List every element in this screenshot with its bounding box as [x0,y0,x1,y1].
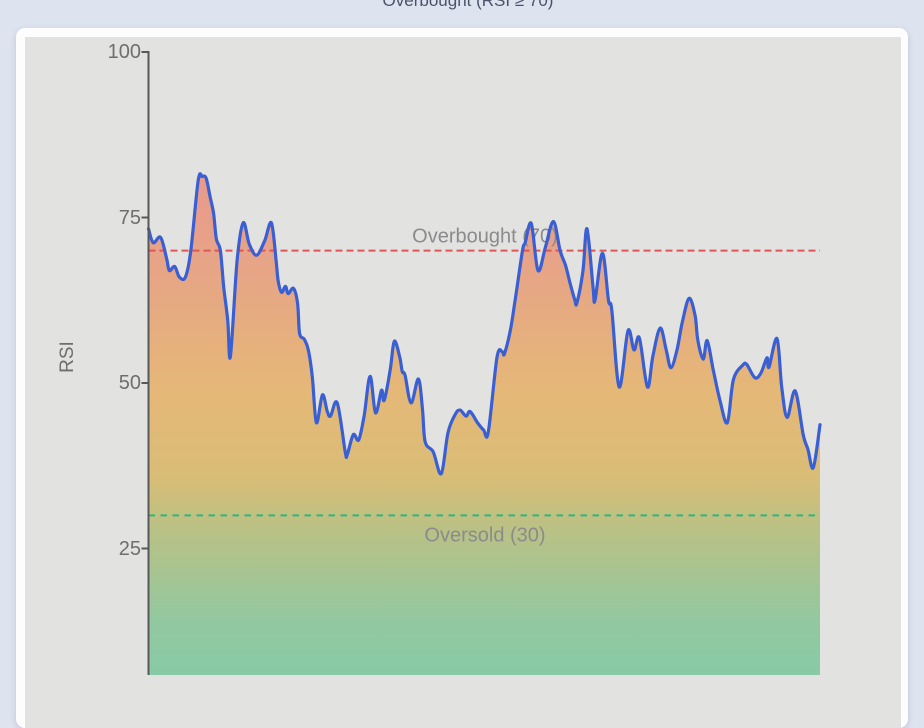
y-axis-tick-label: 50 [118,372,141,394]
chart-card [16,28,908,728]
y-axis-tick-label: 100 [107,41,141,63]
chart-title: Overbought (RSI ≥ 70) [382,0,554,10]
y-axis-tick-label: 25 [118,537,141,560]
plot-area [25,37,901,728]
y-axis-label: RSI [57,341,78,373]
page: { "page": { "title": "Overbought (RSI ≥ … [16,0,908,728]
y-axis-tick-label: 75 [118,206,141,229]
